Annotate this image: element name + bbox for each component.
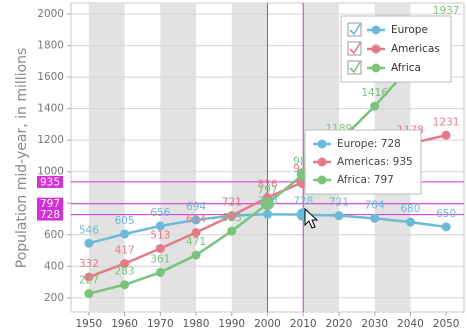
band xyxy=(231,4,268,311)
value-label: 471 xyxy=(186,236,206,248)
y-tick-label: 1400 xyxy=(37,103,64,115)
tooltip-marker xyxy=(317,139,327,149)
y-tick-label: 1800 xyxy=(37,40,64,52)
crosshair-label-box xyxy=(37,208,63,221)
value-label: 605 xyxy=(115,215,135,227)
data-point xyxy=(155,221,165,231)
data-point xyxy=(155,243,165,253)
crosshair-label: 797 xyxy=(40,198,60,210)
data-point xyxy=(334,211,344,221)
value-label: 513 xyxy=(150,229,170,241)
cursor xyxy=(304,207,319,229)
x-tick-label: 1990 xyxy=(218,318,245,330)
value-label: 332 xyxy=(79,258,99,270)
legend-marker xyxy=(371,44,381,54)
value-label: 227 xyxy=(79,275,99,287)
legend-check xyxy=(349,61,361,74)
y-tick-label: 400 xyxy=(44,260,64,272)
value-label: 546 xyxy=(79,224,99,236)
data-point xyxy=(227,226,237,236)
data-point xyxy=(227,211,237,221)
band xyxy=(160,4,197,311)
value-label: 1416 xyxy=(361,87,388,99)
data-point xyxy=(84,272,94,282)
crosshair-label: 728 xyxy=(40,209,60,221)
value-label: 1937 xyxy=(433,5,460,17)
crosshair-label-box xyxy=(37,175,63,188)
data-point xyxy=(84,289,94,299)
tooltip-text: Americas: 935 xyxy=(337,156,413,168)
y-tick-label: 1000 xyxy=(37,166,64,178)
x-tick-label: 1970 xyxy=(147,318,174,330)
x-tick-label: 2000 xyxy=(254,318,281,330)
value-label: 728 xyxy=(293,196,313,208)
y-tick-label: 200 xyxy=(44,292,64,304)
data-point xyxy=(120,259,130,269)
data-point xyxy=(441,130,451,140)
value-label: 361 xyxy=(150,253,170,265)
x-tick-label: 2040 xyxy=(397,318,424,330)
tooltip-text: Europe: 728 xyxy=(337,138,401,150)
data-point xyxy=(120,229,130,239)
legend-check xyxy=(349,42,361,55)
tooltip-marker xyxy=(317,175,327,185)
value-label: 797 xyxy=(257,185,277,197)
legend-marker xyxy=(371,63,381,73)
data-point xyxy=(261,197,274,211)
y-tick-label: 2000 xyxy=(37,8,64,20)
value-label: 680 xyxy=(400,203,420,215)
data-point xyxy=(155,267,165,277)
value-label: 650 xyxy=(436,208,456,220)
x-tick-label: 2050 xyxy=(433,318,460,330)
value-label: 704 xyxy=(365,199,385,211)
x-tick-label: 1980 xyxy=(183,318,210,330)
x-tick-label: 2030 xyxy=(361,318,388,330)
x-tick-label: 1950 xyxy=(75,318,102,330)
data-point xyxy=(370,101,380,111)
band xyxy=(88,4,125,311)
data-point xyxy=(191,215,201,225)
y-axis-title: Population mid-year, in millions xyxy=(14,48,30,269)
value-label: 1231 xyxy=(433,116,460,128)
crosshair-label: 935 xyxy=(40,176,60,188)
value-label: 417 xyxy=(115,245,135,257)
legend-label[interactable]: Africa xyxy=(391,62,421,74)
data-point xyxy=(405,217,415,227)
x-tick-label: 2020 xyxy=(326,318,353,330)
legend-marker xyxy=(371,25,381,35)
data-point xyxy=(191,250,201,260)
x-tick-label: 2010 xyxy=(290,318,317,330)
value-label: 614 xyxy=(186,214,206,226)
tooltip-marker xyxy=(317,157,327,167)
tooltip-text: Africa: 797 xyxy=(337,174,394,186)
data-point xyxy=(441,222,451,232)
y-tick-label: 600 xyxy=(44,229,64,241)
value-label: 283 xyxy=(115,266,135,278)
value-label: 694 xyxy=(186,201,206,213)
y-tick-label: 1600 xyxy=(37,71,64,83)
value-label: 656 xyxy=(150,207,170,219)
value-label: 623 xyxy=(222,212,242,224)
value-label: 721 xyxy=(329,197,349,209)
data-point xyxy=(84,238,94,248)
legend-label[interactable]: Europe xyxy=(391,24,428,36)
legend-label[interactable]: Americas xyxy=(391,43,440,55)
legend-check xyxy=(349,23,361,36)
value-label: 721 xyxy=(222,197,242,209)
x-tick-label: 1960 xyxy=(111,318,138,330)
y-tick-label: 1200 xyxy=(37,134,64,146)
data-point xyxy=(120,280,130,290)
data-point xyxy=(191,228,201,238)
value-label: 836 xyxy=(257,179,277,191)
crosshair-label-box xyxy=(37,197,63,210)
value-label: 721 xyxy=(222,197,242,209)
data-point xyxy=(370,213,380,223)
data-point xyxy=(263,209,272,219)
